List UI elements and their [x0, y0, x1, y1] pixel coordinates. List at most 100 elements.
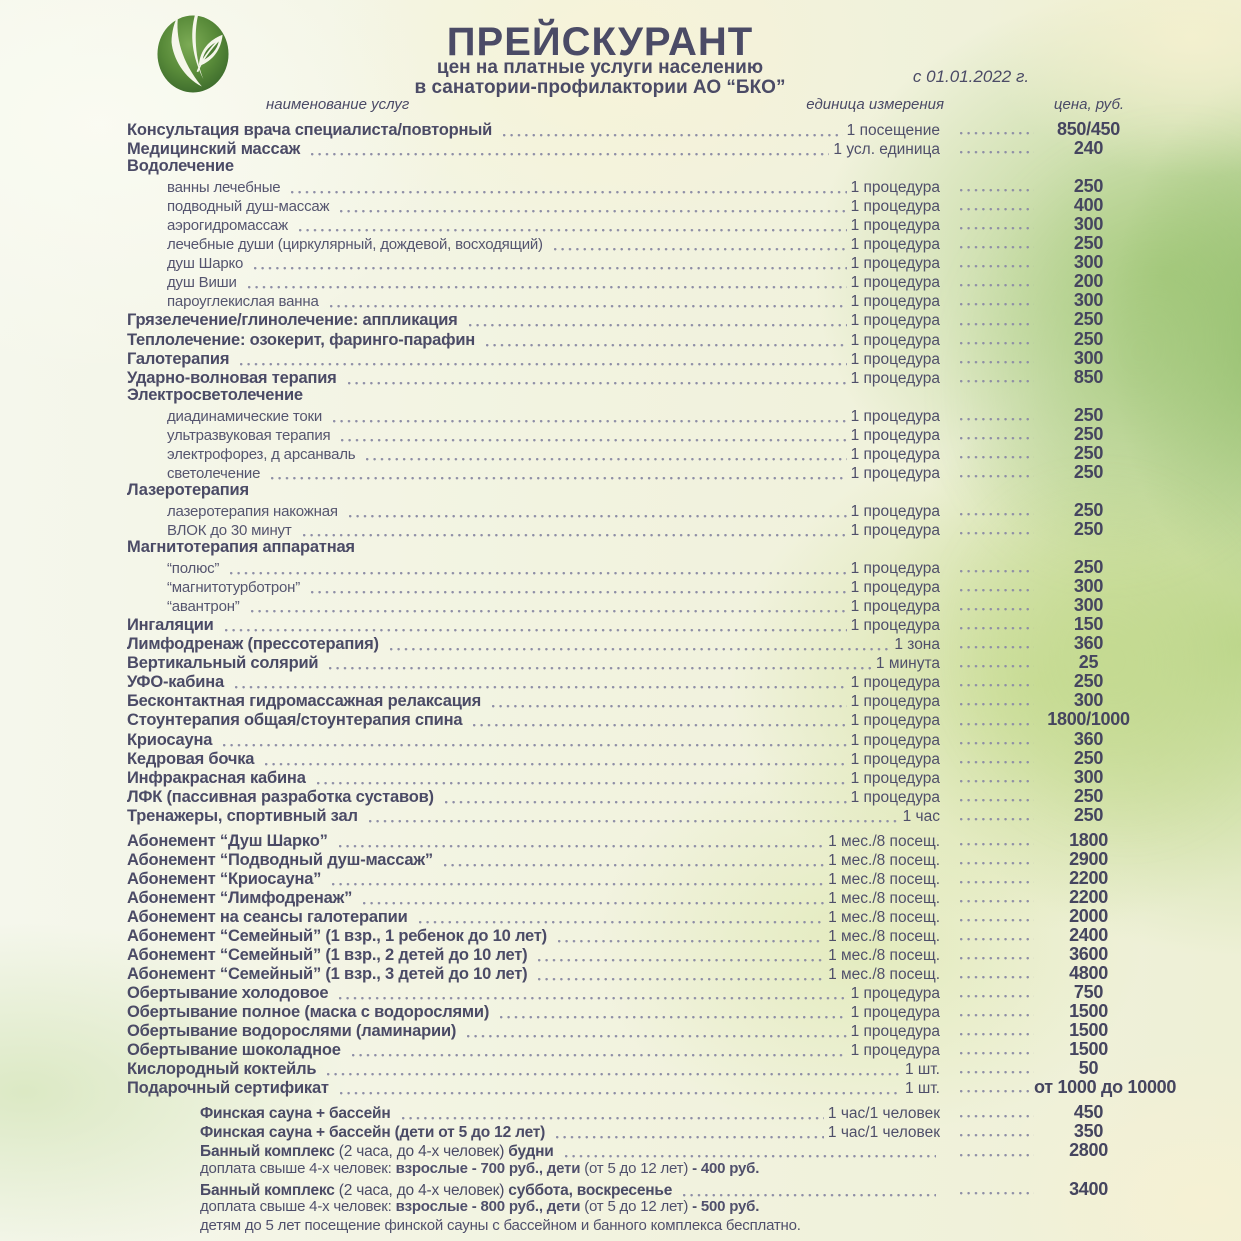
service-name: “магнитотурботрон”: [167, 579, 301, 597]
dotted-leader: [307, 153, 830, 160]
service-name: Криосауна: [127, 730, 213, 749]
unit-cell: 1 процедура: [850, 750, 940, 768]
row-left: “магнитотурботрон” 1 процедура: [127, 579, 940, 598]
service-row: “авантрон” 1 процедура 300: [127, 595, 1143, 617]
unit-cell: 1 минута: [875, 655, 940, 673]
unit-cell: 1 мес./8 посещ.: [828, 851, 940, 869]
service-row: лечебные души (циркулярный, дождевой, во…: [127, 233, 1143, 255]
price-cell: 2000: [1069, 905, 1108, 926]
service-name: Магнитотерапия аппаратная: [127, 538, 355, 557]
service-name: доплата свыше 4-х человек: взрослые - 80…: [200, 1197, 760, 1215]
row-left: Кедровая бочка 1 процедура: [127, 750, 940, 769]
unit-cell: 1 мес./8 посещ.: [828, 908, 940, 926]
dotted-leader: [549, 248, 847, 255]
price-cell: 250: [1073, 233, 1104, 254]
dotted-leader: [956, 880, 1034, 887]
dotted-leader: [336, 210, 847, 217]
dotted-leader: [956, 817, 1034, 824]
service-row: Тренажеры, спортивный зал 1 час 250: [127, 805, 1143, 826]
dotted-leader: [956, 189, 1034, 196]
price-cell: 250: [1073, 747, 1104, 768]
row-left: диадинамические токи 1 процедура: [127, 408, 940, 426]
service-name: лазеротерапия накожная: [167, 502, 338, 520]
row-left: Водолечение: [127, 157, 940, 176]
service-name: душ Шарко: [167, 255, 244, 273]
service-row: “полюс” 1 процедура 250: [127, 557, 1143, 579]
dotted-leader: [956, 798, 1034, 805]
dotted-leader: [956, 1191, 1034, 1198]
service-row: Галотерапия 1 процедура 300: [127, 348, 1143, 369]
row-left: лазеротерапия накожная 1 процедура: [127, 503, 940, 521]
service-name: ванны лечебные: [167, 179, 281, 197]
dotted-leader: [956, 861, 1034, 868]
unit-cell: 1 процедура: [850, 788, 940, 806]
price-cell: 4800: [1069, 963, 1108, 984]
row-left: Абонемент “Семейный” (1 взр., 3 детей до…: [127, 965, 940, 985]
service-name: ВЛОК до 30 минут: [167, 521, 292, 539]
price-cell: 250: [1073, 671, 1104, 692]
service-name: Абонемент “Лимфодренаж”: [127, 888, 353, 907]
row-left: Вертикальный солярий 1 минута: [127, 654, 940, 674]
dotted-leader: [335, 997, 847, 1004]
price-cell: 250: [1073, 309, 1104, 330]
service-row: Медицинский массаж 1 усл. единица 240: [127, 138, 1143, 160]
dotted-leader: [243, 286, 847, 293]
dotted-leader: [337, 438, 847, 445]
unit-cell: 1 процедура: [850, 236, 940, 254]
dotted-leader: [956, 455, 1034, 462]
dotted-leader: [679, 1193, 936, 1200]
price-cell: 50: [1078, 1058, 1099, 1079]
dotted-leader: [956, 265, 1034, 272]
dotted-leader: [956, 322, 1034, 329]
dotted-leader: [534, 959, 825, 966]
row-left: Тренажеры, спортивный зал 1 час: [127, 807, 940, 826]
price-cell: 300: [1073, 252, 1104, 273]
page-title: ПРЕЙСКУРАНТ: [446, 20, 754, 64]
service-row: ванны лечебные 1 процедура 250: [127, 176, 1143, 198]
row-left: светолечение 1 процедура: [127, 465, 940, 483]
price-cell: 300: [1073, 576, 1104, 597]
price-cell: 2200: [1069, 867, 1108, 888]
service-row: Лимфодренаж (прессотерапия) 1 зона 360: [127, 633, 1143, 655]
dotted-leader: [329, 419, 847, 426]
row-left: Абонемент “Лимфодренаж” 1 мес./8 посещ.: [127, 889, 940, 908]
service-name: подводный душ-массаж: [167, 198, 330, 216]
service-row: Абонемент на сеансы галотерапии 1 мес./8 …: [127, 905, 1143, 927]
dotted-leader: [295, 229, 847, 236]
dotted-leader: [956, 627, 1034, 634]
service-row: Ингаляции 1 процедура 150: [127, 614, 1143, 636]
service-row: Абонемент “Семейный” (1 взр., 1 ребенок …: [127, 925, 1143, 946]
row-left: Инфракрасная кабина 1 процедура: [127, 769, 940, 788]
unit-cell: 1 процедура: [850, 1023, 940, 1041]
row-left: Абонемент “Криосауна” 1 мес./8 посещ.: [127, 870, 940, 889]
service-name: Финская сауна + бассейн (дети от 5 до 12…: [200, 1124, 546, 1142]
service-name: Обертывание холодовое: [127, 984, 329, 1003]
dotted-leader: [250, 267, 847, 274]
dotted-leader: [956, 417, 1034, 424]
unit-cell: 1 процедура: [850, 712, 940, 730]
dotted-leader: [439, 863, 825, 870]
dotted-leader: [956, 703, 1034, 710]
price-cell: 2900: [1069, 848, 1108, 869]
service-row: УФО-кабина 1 процедура 250: [127, 671, 1143, 693]
row-left: Обертывание холодовое 1 процедура: [127, 984, 940, 1004]
service-name: Теплолечение: озокерит, фаринго-парафин: [127, 330, 476, 349]
service-name: Обертывание шоколадное: [127, 1041, 341, 1060]
price-cell: 1800/1000: [1047, 709, 1130, 730]
dotted-leader: [343, 381, 847, 388]
price-cell: 1500: [1069, 1001, 1108, 1022]
service-row: Кислородный коктейль 1 шт. 50: [127, 1058, 1143, 1080]
price-cell: от 1000 до 10000: [1034, 1077, 1177, 1098]
service-row: душ Шарко 1 процедура 300: [127, 252, 1143, 274]
service-name: доплата свыше 4-х человек: взрослые - 70…: [200, 1159, 760, 1177]
subtitle-line2: в санатории-профилактории АО “БКО”: [414, 77, 786, 98]
price-cell: 350: [1073, 1121, 1104, 1142]
dotted-leader: [956, 474, 1034, 481]
unit-cell: 1 процедура: [850, 502, 940, 520]
service-row: Ударно-волновая терапия 1 процедура 850: [127, 367, 1143, 388]
row-left: Банный комплекс (2 часа, до 4-х человек)…: [127, 1182, 940, 1200]
row-left: пароуглекислая ванна 1 процедура: [127, 293, 940, 312]
dotted-leader: [364, 819, 899, 826]
price-cell: 25: [1078, 652, 1099, 673]
unit-cell: 1 мес./8 посещ.: [828, 927, 940, 945]
